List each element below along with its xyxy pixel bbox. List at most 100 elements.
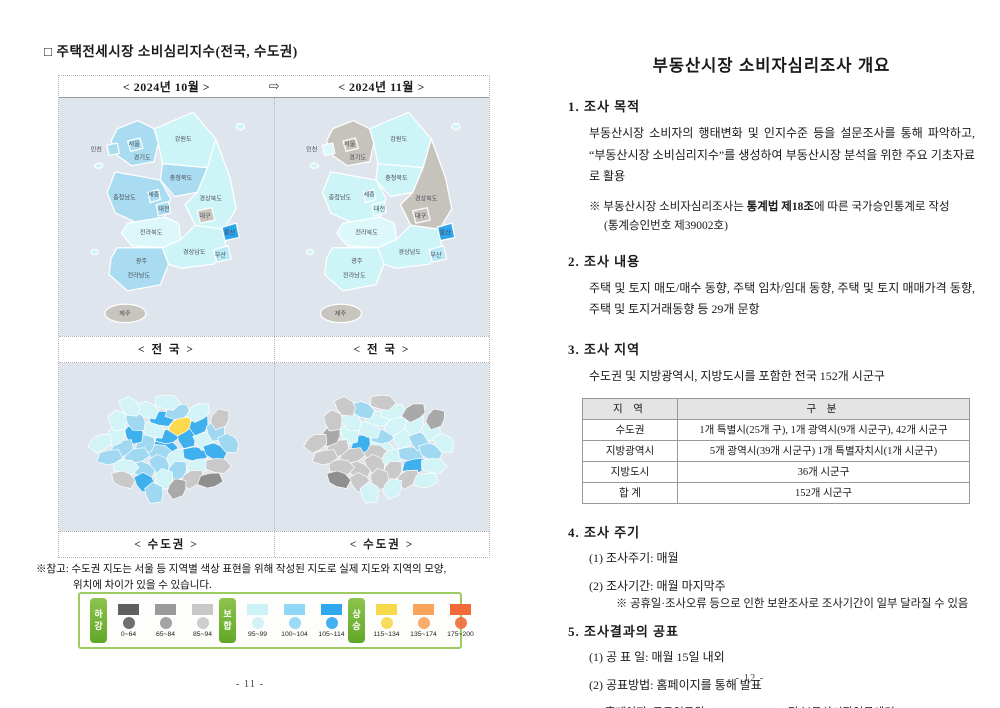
- cycle-note: ※ 공휴일·조사오류 등으로 인한 보완조사로 조사기간이 일부 달라질 수 있…: [616, 598, 969, 611]
- legend-pill-rise: 상승: [348, 598, 365, 643]
- statistics-law-note: ※ 부동산시장 소비자심리조사는 통계법 제18조에 따른 국가승인통계로 작성…: [568, 198, 975, 237]
- legend-group-steady: 보합 95~99 100~104 105~1: [219, 598, 348, 643]
- note-line-2: 위치에 차이가 있을 수 있습니다.: [73, 580, 212, 592]
- svg-text:부산: 부산: [215, 251, 227, 259]
- svg-text:경상북도: 경상북도: [415, 195, 438, 203]
- svg-text:경상남도: 경상남도: [183, 248, 206, 256]
- korea-map-svg-nov: 인천 서울 경기도 강원도 충청북도 세종 충청남도 대전 경상북도 대구 전라…: [305, 111, 461, 324]
- dot-icon: [380, 616, 393, 629]
- caption-metro-nov: < 수도권 >: [274, 532, 489, 557]
- svg-text:제주: 제주: [119, 309, 131, 317]
- svg-text:충청남도: 충청남도: [329, 194, 352, 202]
- svg-text:대전: 대전: [374, 205, 386, 213]
- swatch-icon: [376, 603, 397, 615]
- svg-text:인천: 인천: [91, 145, 103, 153]
- svg-text:충청북도: 충청북도: [385, 174, 408, 182]
- legend-item: 0~64: [112, 603, 145, 638]
- table-row: 지방도시 36개 시군구: [582, 460, 970, 483]
- national-map-november: 인천 서울 경기도 강원도 충청북도 세종 충청남도 대전 경상북도 대구 전라…: [274, 98, 489, 336]
- month-label-november: < 2024년 11월 >: [338, 80, 425, 94]
- swatch-icon: [321, 603, 342, 615]
- caption-national-oct: < 전 국 >: [138, 344, 195, 356]
- svg-text:인천: 인천: [306, 145, 318, 153]
- page-12: 부동산시장 소비자심리조사 개요 1. 조사 목적 부동산시장 소비자의 행태변…: [500, 0, 1000, 708]
- legend-group-rise: 상승 115~134 135~174 175: [348, 598, 477, 643]
- table-header-row: 지 역 구 분: [582, 397, 970, 420]
- right-arrow-icon: ⇨: [268, 78, 280, 94]
- dot-icon: [288, 616, 301, 629]
- svg-text:전라남도: 전라남도: [343, 272, 366, 280]
- national-caption-band: < 전 국 > < 전 국 >: [59, 336, 489, 363]
- section-purpose: 1. 조사 목적 부동산시장 소비자의 행태변화 및 인지수준 등을 설문조사를…: [568, 96, 975, 237]
- legend-item: 135~174: [407, 603, 440, 638]
- legend-item: 65~84: [149, 603, 182, 638]
- svg-text:세종: 세종: [148, 190, 160, 198]
- section-heading: 4. 조사 주기: [568, 524, 641, 540]
- dot-icon: [251, 616, 264, 629]
- map-reference-note: ※참고: 수도권 지도는 서울 등 지역별 색상 표현을 위해 작성된 지도로 …: [36, 562, 494, 595]
- table-row: 지방광역시 5개 광역시(39개 시군구) 1개 특별자치시(1개 시군구): [582, 439, 970, 462]
- swatch-icon: [413, 603, 434, 615]
- swatch-icon: [192, 603, 213, 615]
- svg-text:강원도: 강원도: [175, 135, 192, 143]
- section-cycle: 4. 조사 주기 (1) 조사주기: 매월 (2) 조사기간: 매월 마지막주 …: [568, 522, 975, 611]
- page-title: □ 주택전세시장 소비심리지수(전국, 수도권): [44, 44, 298, 59]
- map-comparison-table: < 2024년 10월 > < 2024년 11월 > ⇨: [58, 75, 490, 558]
- legend-item: 115~134: [370, 603, 403, 638]
- svg-text:광주: 광주: [136, 258, 148, 265]
- svg-text:광주: 광주: [351, 258, 363, 265]
- svg-text:경기도: 경기도: [134, 154, 151, 162]
- svg-text:전라북도: 전라북도: [355, 228, 378, 236]
- metro-maps-row: [59, 363, 489, 531]
- approval-number: (통계승인번호 제39002호): [604, 220, 728, 233]
- page-number-left: - 11 -: [235, 679, 265, 690]
- metro-caption-band: < 수도권 > < 수도권 >: [59, 531, 489, 557]
- region-table: 지 역 구 분 수도권 1개 특별시(25개 구), 1개 광역시(9개 시군구…: [582, 397, 970, 504]
- survey-overview-title: 부동산시장 소비자심리조사 개요: [652, 57, 891, 75]
- metro-map-svg-nov: [303, 394, 455, 504]
- swatch-icon: [247, 603, 268, 615]
- legend-item: 100~104: [278, 603, 311, 638]
- svg-text:서울: 서울: [344, 140, 356, 148]
- section-body: 수도권 및 지방광역시, 지방도시를 포함한 전국 152개 시군구: [589, 369, 885, 384]
- legend-item: 95~99: [241, 603, 274, 638]
- cycle-item-1: (1) 조사주기: 매월: [589, 550, 679, 565]
- section-heading: 3. 조사 지역: [568, 342, 641, 358]
- color-legend: 하강 0~64 65~84 85~94: [78, 592, 474, 649]
- page-11: □ 주택전세시장 소비심리지수(전국, 수도권) < 2024년 10월 > <…: [36, 44, 494, 690]
- svg-text:제주: 제주: [335, 309, 347, 317]
- svg-text:전라북도: 전라북도: [140, 228, 163, 236]
- national-map-october: 인천 서울 경기도 강원도 충청북도 세종 충청남도 대전 경상북도 대구 전라…: [59, 98, 274, 336]
- national-maps-row: 인천 서울 경기도 강원도 충청북도 세종 충청남도 대전 경상북도 대구 전라…: [59, 98, 489, 336]
- legend-pill-steady: 보합: [219, 598, 236, 643]
- svg-text:강원도: 강원도: [390, 135, 407, 143]
- page-number-right: - 12 -: [735, 673, 765, 684]
- svg-text:대구: 대구: [199, 212, 211, 220]
- legend-pill-decline: 하강: [90, 598, 107, 643]
- metro-map-november: [274, 363, 489, 531]
- dot-icon: [122, 616, 135, 629]
- svg-text:충청북도: 충청북도: [170, 174, 193, 182]
- swatch-icon: [155, 603, 176, 615]
- legend-item: 85~94: [186, 603, 219, 638]
- month-header-row: < 2024년 10월 > < 2024년 11월 > ⇨: [59, 76, 489, 98]
- col-header-region: 지 역: [582, 397, 678, 420]
- section-heading: 1. 조사 목적: [568, 99, 641, 114]
- bold-law-ref: 통계법 제18조: [746, 200, 814, 213]
- section-body: 주택 및 토지 매도/매수 동향, 주택 임차/임대 동향, 주택 및 토지 매…: [589, 280, 975, 317]
- section-publication: 5. 조사결과의 공표 (1) 공 표 일: 매월 15일 내외 (2) 공표방…: [568, 621, 975, 708]
- section-content: 2. 조사 내용 주택 및 토지 매도/매수 동향, 주택 임차/임대 동향, …: [568, 251, 975, 321]
- svg-text:울산: 울산: [224, 228, 236, 236]
- dot-icon: [454, 616, 467, 629]
- svg-text:충청남도: 충청남도: [113, 194, 136, 202]
- table-row: 합 계 152개 시군구: [582, 481, 970, 504]
- dot-icon: [196, 616, 209, 629]
- swatch-icon: [284, 603, 305, 615]
- svg-text:전라남도: 전라남도: [128, 272, 151, 280]
- metro-map-october: [59, 363, 274, 531]
- swatch-icon: [450, 603, 471, 615]
- legend-group-decline: 하강 0~64 65~84 85~94: [90, 598, 219, 643]
- svg-text:대구: 대구: [415, 212, 427, 220]
- cycle-item-2: (2) 조사기간: 매월 마지막주: [589, 578, 726, 593]
